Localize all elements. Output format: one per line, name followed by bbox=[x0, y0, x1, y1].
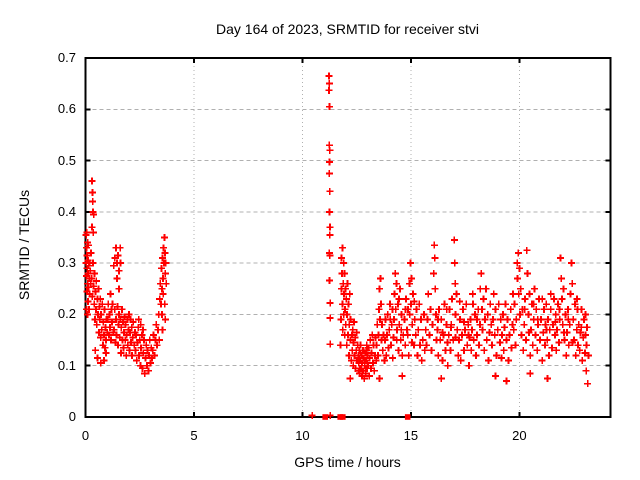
series-zero-flags-marker bbox=[322, 414, 328, 420]
y-tick-label: 0 bbox=[68, 409, 76, 424]
series-zero-flags-marker bbox=[404, 414, 411, 420]
series-srmtid-points bbox=[82, 72, 592, 419]
y-tick-label: 0.6 bbox=[57, 101, 76, 117]
series-zero-flags-marker bbox=[340, 414, 346, 420]
x-tick-label: 15 bbox=[403, 428, 419, 443]
x-tick-label: 20 bbox=[512, 428, 527, 443]
y-tick-label: 0.7 bbox=[57, 50, 76, 65]
chart-title: Day 164 of 2023, SRMTID for receiver stv… bbox=[216, 21, 479, 37]
y-tick-label: 0.4 bbox=[57, 203, 76, 219]
x-tick-label: 0 bbox=[81, 428, 90, 443]
x-tick-label: 5 bbox=[190, 428, 198, 443]
y-tick-label: 0.1 bbox=[57, 357, 76, 373]
y-tick-label: 0.3 bbox=[57, 255, 76, 271]
y-tick-label: 0.5 bbox=[57, 152, 76, 168]
x-axis-title: GPS time / hours bbox=[294, 454, 401, 470]
y-tick-label: 0.2 bbox=[57, 306, 76, 322]
x-tick-label: 10 bbox=[295, 428, 310, 443]
